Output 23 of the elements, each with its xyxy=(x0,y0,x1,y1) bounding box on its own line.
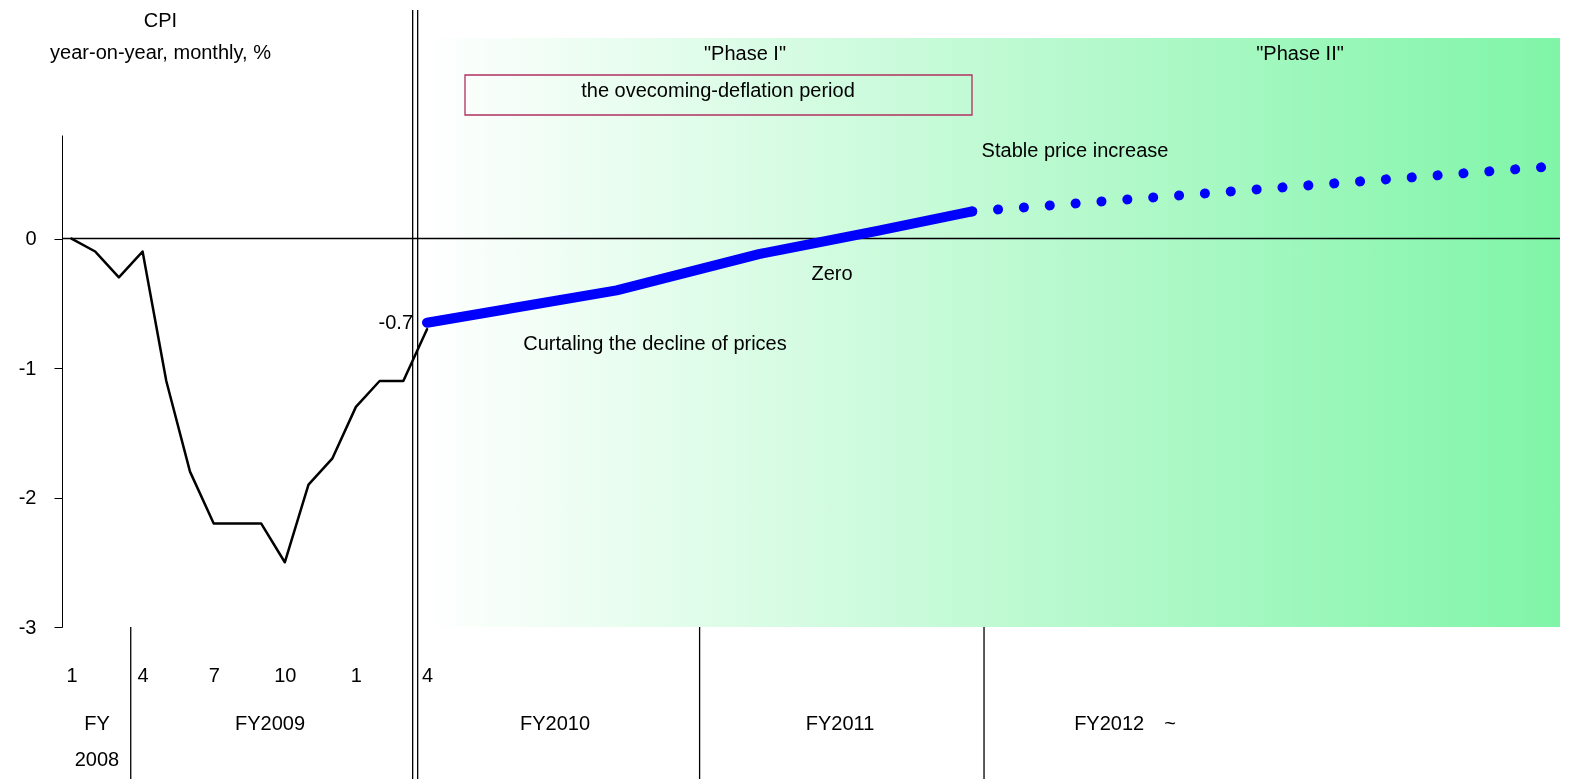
text: FY 2008 xyxy=(74,712,120,770)
y-tick-label: -1 xyxy=(18,356,37,379)
x-tick-label: 1 xyxy=(66,663,78,686)
text: FY2012 ~ xyxy=(1074,712,1176,734)
x-tick-label: 10 xyxy=(274,663,297,686)
x-tick-label: 7 xyxy=(208,663,220,686)
y-tick-label: 0 xyxy=(25,227,37,250)
y-axis-title: CPI year-on-year, monthly, % xyxy=(50,8,272,63)
text: FY2010 xyxy=(519,712,591,734)
annotation: Curtaling the decline of prices xyxy=(523,332,787,354)
text: "Phase I" xyxy=(703,42,787,64)
text: the ovecoming-deflation period xyxy=(581,79,855,101)
y-tick-label: -3 xyxy=(18,615,37,638)
y-tick-label: -2 xyxy=(18,486,37,509)
text: FY2011 xyxy=(805,712,875,734)
annotation: Zero xyxy=(811,262,853,284)
x-tick-label: 4 xyxy=(137,663,149,686)
x-tick-label: 1 xyxy=(350,663,362,686)
data-label: -0.7 xyxy=(378,311,414,334)
text: FY2009 xyxy=(234,712,306,734)
annotation: Stable price increase xyxy=(981,139,1169,161)
text: "Phase II" xyxy=(1256,42,1344,64)
x-tick-label: 4 xyxy=(421,663,434,686)
